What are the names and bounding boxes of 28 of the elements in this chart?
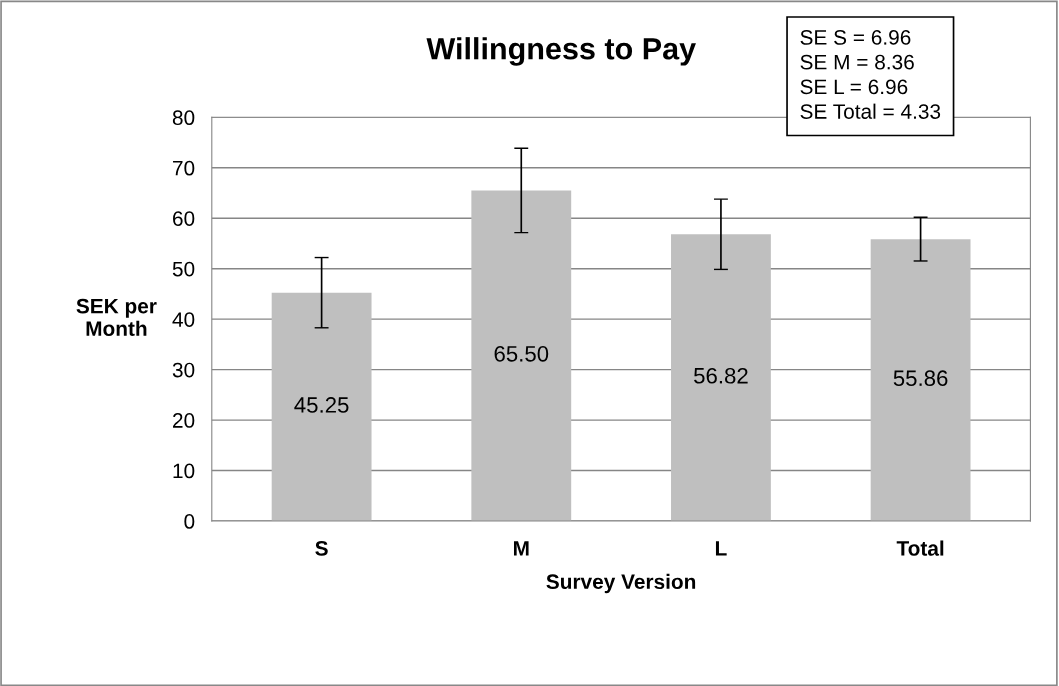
y-tick-label: 10 [173,463,195,479]
annotation: SE Total = 4.33 [800,103,941,119]
chart-title: Willingness to Pay [426,37,696,66]
x-tick-label: L [715,541,727,556]
data-label: 56.82 [694,367,748,384]
y-tick-label: 40 [172,312,195,327]
data-label: 65.50 [494,345,549,362]
y-tick-label: 20 [173,413,195,428]
y-tick-label: 50 [172,261,195,277]
text: SE S = 6.96 [800,30,911,45]
bar [870,239,971,522]
y-axis-title: SEK per Month [76,298,157,336]
y-tick-label: 70 [173,160,195,176]
data-label: 55.86 [893,370,948,387]
bar [471,190,572,522]
x-axis-title: Survey Version [546,573,696,594]
y-tick-label: 30 [172,362,195,378]
y-tick-label: 0 [184,514,195,529]
x-tick-label: Total [896,540,944,556]
y-tick-label: 80 [172,110,195,126]
bar [671,234,771,522]
y-tick-label: 60 [173,211,195,226]
text: SE L = 6.96 [800,79,908,95]
x-tick-label: S [315,541,328,556]
x-tick-label: M [513,541,529,556]
text: SE M = 8.36 [800,54,914,70]
data-label: 45.25 [294,397,349,413]
bar [271,292,372,522]
